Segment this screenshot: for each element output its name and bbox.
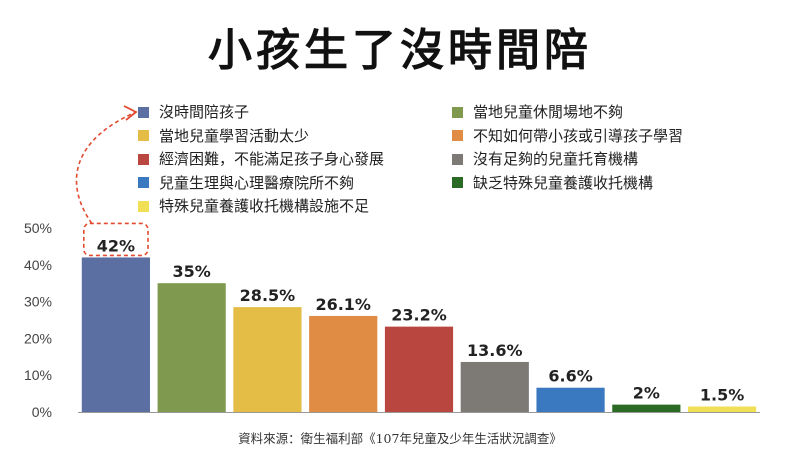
legend-label: 沒有足夠的兒童托育機構	[473, 150, 639, 168]
legend-label: 沒時間陪孩子	[159, 103, 250, 121]
bar	[460, 361, 529, 412]
y-tick-label: 0%	[32, 404, 52, 420]
data-label: 2%	[633, 384, 660, 403]
legend-label: 兒童生理與心理醫療院所不夠	[159, 173, 355, 192]
data-label: 42%	[97, 236, 135, 255]
bar	[536, 387, 605, 412]
legend-swatch	[138, 130, 149, 141]
legend-swatch	[138, 106, 149, 118]
data-label: 26.1%	[315, 295, 371, 314]
bar	[157, 283, 226, 412]
legend-item: 當地兒童學習活動太少	[138, 127, 309, 145]
bar	[81, 257, 150, 412]
y-tick-label: 20%	[24, 330, 52, 346]
legend-item: 沒時間陪孩子	[138, 103, 249, 121]
legend-swatch	[138, 177, 149, 188]
bar	[384, 326, 454, 412]
legend-label: 當地兒童學習活動太少	[159, 126, 310, 145]
legend-item: 特殊兒童養護收托機構設施不足	[138, 197, 369, 215]
highlight-box	[82, 222, 149, 257]
data-label: 13.6%	[467, 341, 523, 360]
legend-label: 經濟困難，不能滿足孩子身心發展	[159, 150, 385, 168]
legend-swatch	[452, 177, 463, 188]
legend-label: 不知如何帶小孩或引導孩子學習	[473, 126, 684, 145]
legend-swatch	[452, 153, 463, 165]
legend-swatch	[138, 153, 149, 165]
source-note: 資料來源：衛生福利部《107年兒童及少年生活狀況調查》	[238, 431, 562, 446]
bar	[233, 307, 302, 412]
data-label: 35%	[173, 262, 211, 281]
highlight-arrow	[75, 111, 137, 224]
legend-item: 當地兒童休閒場地不夠	[452, 103, 623, 121]
y-tick-label: 10%	[24, 367, 52, 383]
legend-swatch	[452, 130, 463, 141]
legend-item: 經濟困難，不能滿足孩子身心發展	[138, 150, 384, 168]
legend-item: 沒有足夠的兒童托育機構	[452, 150, 638, 168]
data-label: 6.6%	[548, 367, 592, 386]
bar	[309, 315, 378, 412]
legend-swatch	[452, 106, 463, 118]
data-label: 1.5%	[700, 385, 744, 404]
data-label: 23.2%	[391, 306, 447, 325]
legend-label: 特殊兒童養護收托機構設施不足	[159, 197, 370, 215]
y-tick-label: 50%	[24, 220, 52, 236]
arrow-head	[123, 105, 138, 121]
legend-item: 兒童生理與心理醫療院所不夠	[138, 174, 354, 192]
y-tick-label: 30%	[24, 294, 52, 310]
legend-item: 不知如何帶小孩或引導孩子學習	[452, 127, 683, 145]
data-label: 28.5%	[240, 286, 296, 305]
legend-label: 缺乏特殊兒童養護收托機構	[473, 173, 654, 192]
bar	[612, 404, 681, 412]
y-tick-label: 40%	[24, 257, 52, 273]
legend-swatch	[138, 200, 149, 212]
legend-label: 當地兒童休閒場地不夠	[473, 103, 624, 121]
chart-title: 小孩生了沒時間陪	[208, 25, 592, 76]
bar	[688, 406, 757, 412]
legend-item: 缺乏特殊兒童養護收托機構	[452, 174, 653, 192]
